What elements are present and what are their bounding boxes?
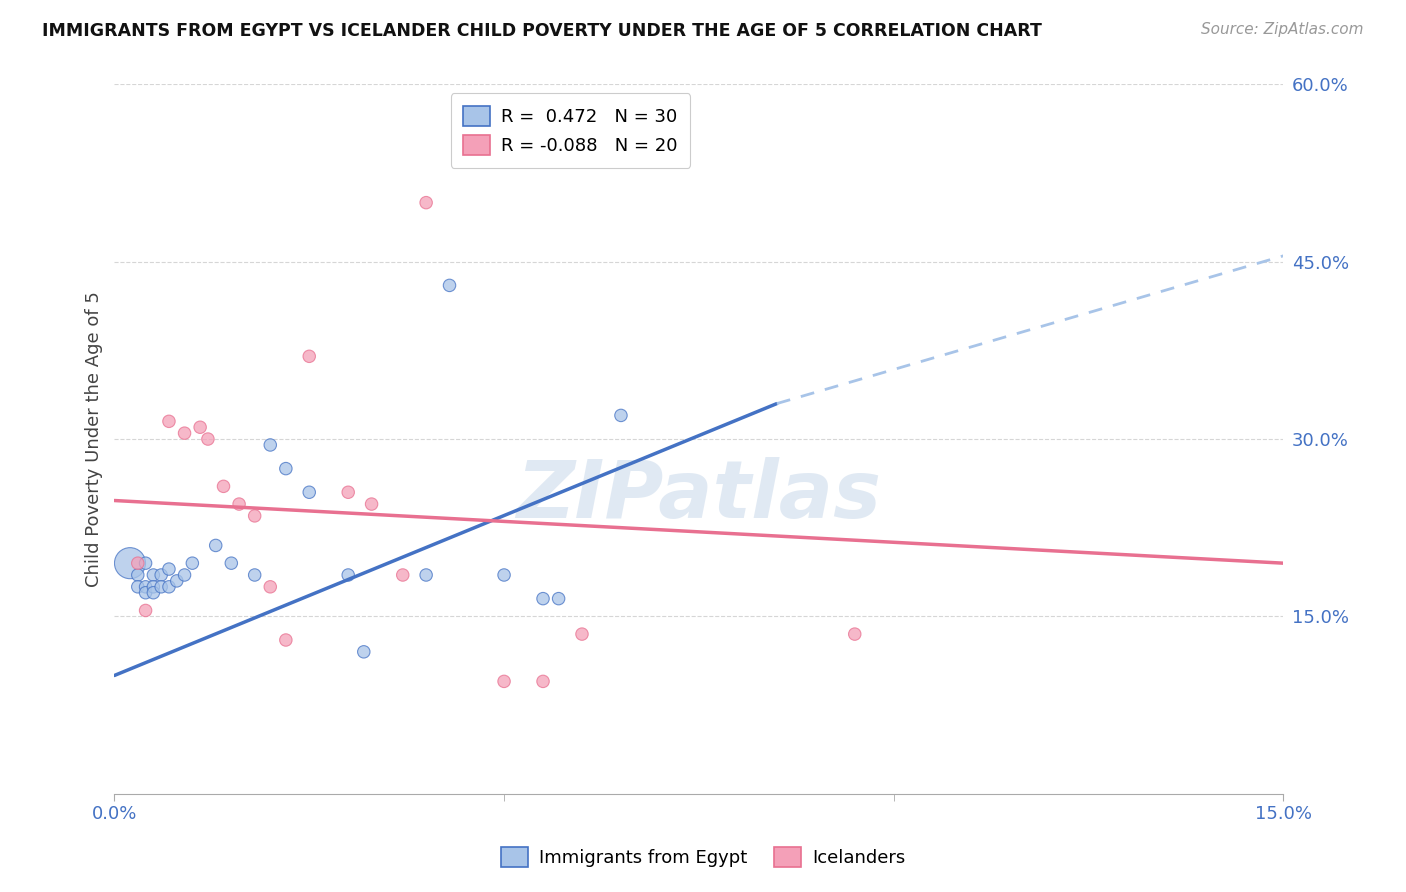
Point	[494, 674, 516, 689]
Point	[243, 568, 266, 582]
Point	[157, 580, 180, 594]
Point	[135, 585, 157, 599]
Point	[415, 568, 437, 582]
Point	[360, 497, 382, 511]
Point	[221, 556, 243, 570]
Point	[118, 556, 141, 570]
Text: Source: ZipAtlas.com: Source: ZipAtlas.com	[1201, 22, 1364, 37]
Legend: Immigrants from Egypt, Icelanders: Immigrants from Egypt, Icelanders	[494, 839, 912, 874]
Text: IMMIGRANTS FROM EGYPT VS ICELANDER CHILD POVERTY UNDER THE AGE OF 5 CORRELATION : IMMIGRANTS FROM EGYPT VS ICELANDER CHILD…	[42, 22, 1042, 40]
Point	[547, 591, 569, 606]
Point	[571, 627, 593, 641]
Point	[197, 432, 219, 446]
Point	[228, 497, 250, 511]
Point	[844, 627, 866, 641]
Point	[274, 461, 297, 475]
Point	[127, 580, 149, 594]
Point	[439, 278, 461, 293]
Point	[259, 580, 281, 594]
Point	[212, 479, 235, 493]
Point	[415, 195, 437, 210]
Point	[298, 349, 321, 363]
Point	[173, 426, 195, 441]
Point	[142, 580, 165, 594]
Point	[166, 574, 188, 588]
Point	[142, 585, 165, 599]
Point	[188, 420, 211, 434]
Point	[391, 568, 413, 582]
Point	[135, 580, 157, 594]
Y-axis label: Child Poverty Under the Age of 5: Child Poverty Under the Age of 5	[86, 291, 103, 587]
Point	[135, 603, 157, 617]
Point	[157, 414, 180, 428]
Point	[173, 568, 195, 582]
Point	[150, 580, 173, 594]
Point	[243, 508, 266, 523]
Point	[353, 645, 375, 659]
Point	[157, 562, 180, 576]
Point	[610, 409, 633, 423]
Point	[494, 568, 516, 582]
Point	[142, 568, 165, 582]
Point	[127, 568, 149, 582]
Text: ZIPatlas: ZIPatlas	[516, 457, 882, 535]
Legend: R =  0.472   N = 30, R = -0.088   N = 20: R = 0.472 N = 30, R = -0.088 N = 20	[451, 94, 690, 168]
Point	[204, 538, 226, 552]
Point	[337, 485, 360, 500]
Point	[181, 556, 204, 570]
Point	[298, 485, 321, 500]
Point	[127, 556, 149, 570]
Point	[274, 632, 297, 647]
Point	[259, 438, 281, 452]
Point	[135, 556, 157, 570]
Point	[150, 568, 173, 582]
Point	[337, 568, 360, 582]
Point	[531, 674, 554, 689]
Point	[531, 591, 554, 606]
